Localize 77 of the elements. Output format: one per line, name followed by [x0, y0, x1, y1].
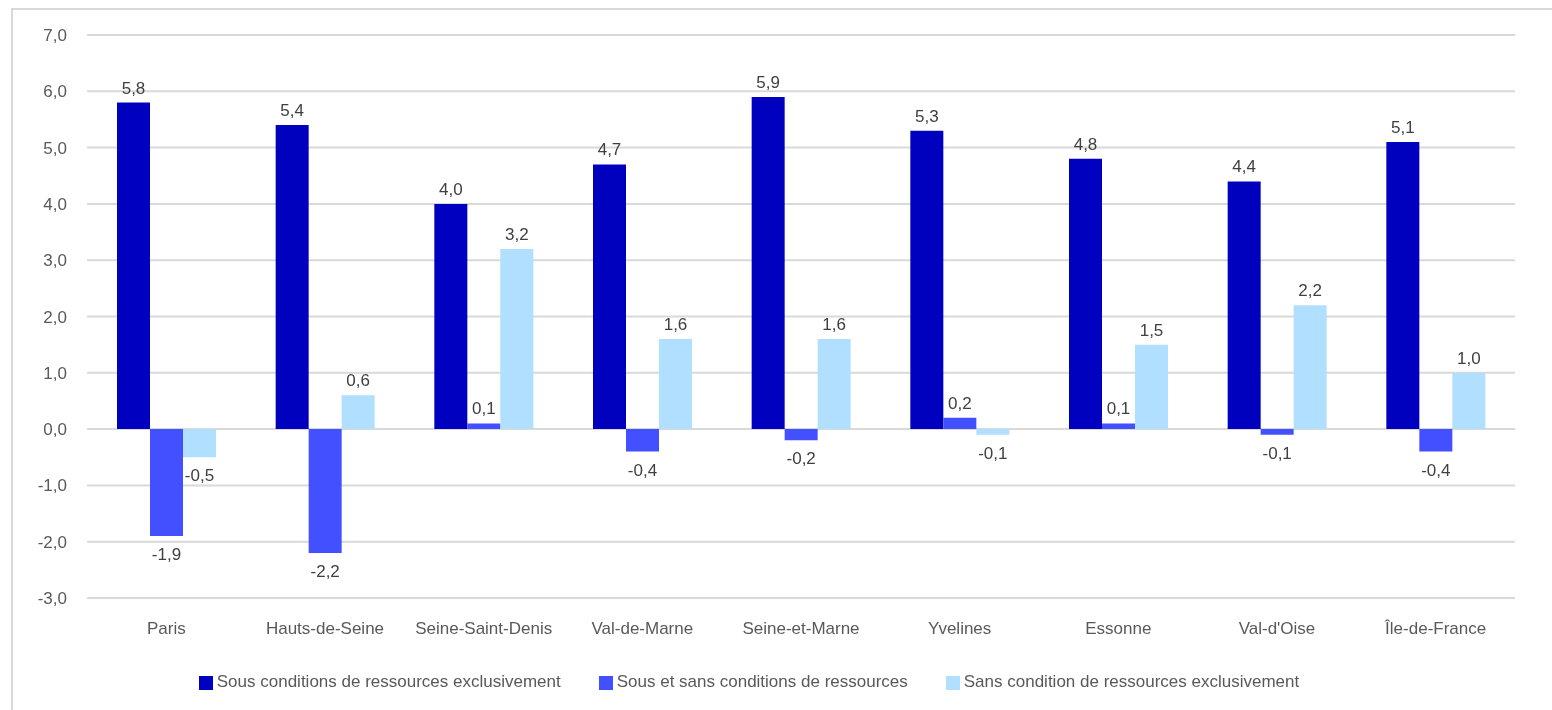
y-tick-label: 4,0: [43, 194, 67, 214]
bar: [1227, 181, 1261, 430]
bar: [500, 248, 534, 430]
data-label: 1,6: [822, 315, 846, 335]
data-label: 3,2: [505, 224, 529, 244]
data-label: 5,4: [280, 101, 304, 121]
y-tick-label: 3,0: [43, 251, 67, 271]
bar: [626, 429, 659, 452]
data-label: 4,7: [597, 140, 622, 160]
data-label: 0,1: [1106, 399, 1131, 419]
y-tick-label: 7,0: [43, 26, 67, 46]
x-tick-label: Essonne: [1085, 619, 1152, 639]
bar: [275, 125, 309, 430]
data-label: 5,8: [121, 78, 146, 98]
data-label: -0,4: [1421, 460, 1451, 480]
bar: [1293, 305, 1327, 430]
y-tick-label: 6,0: [43, 82, 67, 102]
data-label: 5,3: [915, 106, 939, 126]
data-label: 5,9: [756, 72, 780, 92]
x-tick-label: Paris: [146, 619, 186, 639]
bar: [1452, 372, 1486, 430]
bar: [817, 339, 851, 430]
data-label: -0,1: [978, 443, 1008, 463]
bar: [434, 203, 468, 430]
x-tick-label: Île-de-France: [1384, 619, 1487, 639]
y-tick-label: -1,0: [37, 476, 67, 496]
data-label: 4,8: [1073, 134, 1098, 154]
y-tick-label: -2,0: [37, 532, 67, 552]
bar: [1135, 344, 1168, 430]
data-label: 4,0: [439, 179, 463, 199]
bar: [1102, 423, 1135, 430]
bar: [1260, 429, 1294, 435]
y-tick-label: 5,0: [43, 138, 67, 158]
legend-label: Sans condition de ressources exclusivement: [963, 672, 1300, 691]
x-tick-label: Val-d'Oise: [1238, 619, 1316, 639]
y-tick-label: -3,0: [37, 589, 67, 609]
y-tick-label: 0,0: [43, 420, 67, 440]
bar: [659, 339, 692, 430]
legend-label: Sous conditions de ressources exclusivement: [216, 672, 561, 691]
bar: [308, 429, 342, 553]
data-label: 5,1: [1391, 117, 1415, 137]
bar: [1386, 141, 1420, 430]
legend-label: Sous et sans conditions de ressources: [616, 672, 908, 691]
bar: [1419, 429, 1453, 452]
bar: [910, 130, 944, 430]
data-label: 1,0: [1457, 348, 1481, 368]
bar: [593, 164, 626, 430]
data-label: 4,4: [1232, 157, 1256, 177]
bar: [341, 395, 375, 430]
data-label: 1,6: [663, 315, 688, 335]
bar: [976, 429, 1010, 435]
bar: [751, 96, 785, 430]
bar: [784, 429, 818, 441]
data-label: 0,2: [948, 393, 972, 413]
y-tick-label: 1,0: [43, 363, 67, 383]
data-label: -0,1: [1262, 443, 1292, 463]
x-tick-label: Yvelines: [928, 619, 992, 639]
x-tick-label: Seine-et-Marne: [742, 619, 860, 639]
data-label: 2,2: [1298, 281, 1322, 301]
x-tick-label: Hauts-de-Seine: [265, 619, 385, 639]
y-tick-label: 2,0: [43, 307, 67, 327]
data-label: -0,5: [184, 466, 215, 486]
bar: [1069, 158, 1102, 430]
bar: [943, 417, 977, 430]
bar: [150, 429, 183, 537]
data-label: 0,1: [472, 399, 496, 419]
data-label: -0,4: [627, 460, 658, 480]
x-tick-label: Val-de-Marne: [591, 619, 694, 639]
data-label: 1,5: [1139, 320, 1164, 340]
data-label: 0,6: [346, 371, 370, 391]
bar: [117, 102, 150, 430]
data-label: -1,9: [151, 545, 182, 565]
data-label: -0,2: [786, 449, 816, 469]
data-label: -2,2: [310, 561, 340, 581]
bar: [183, 429, 216, 458]
x-tick-label: Seine-Saint-Denis: [415, 619, 553, 639]
bar: [467, 423, 501, 430]
